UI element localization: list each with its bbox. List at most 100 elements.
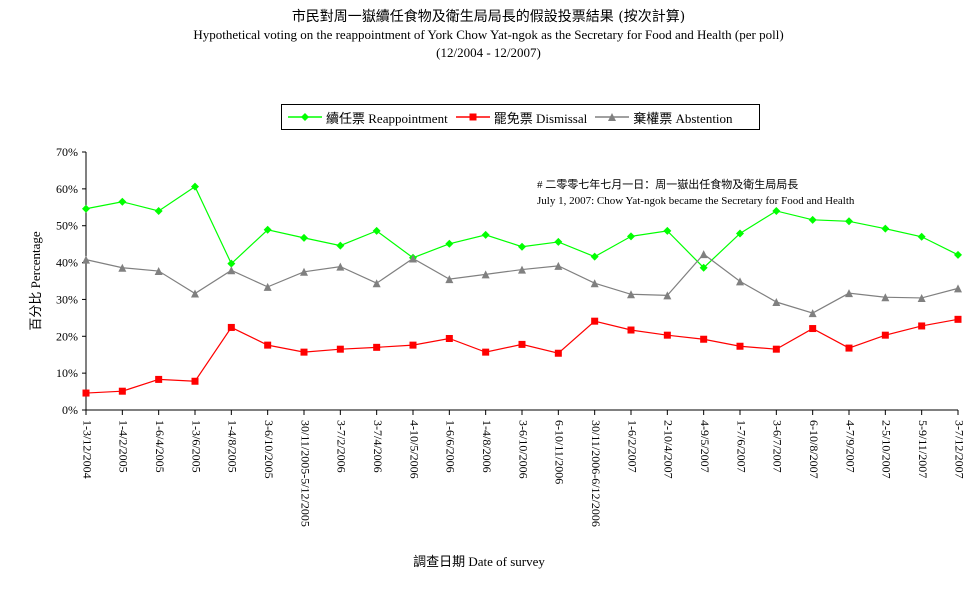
x-tick-label: 2-10/4/2007 [662,420,676,479]
point-0 [590,252,599,261]
point-0 [954,250,962,259]
point-0 [663,226,672,235]
title-chinese: 市民對周一嶽續任食物及衛生局局長的假設投票結果 (按次計算) [291,9,686,25]
point-1 [227,323,235,331]
x-tick-label: 3-7/4/2006 [371,420,385,473]
y-tick-label: 10% [56,366,78,380]
point-0 [154,206,163,215]
point-2 [518,265,526,274]
legend-marker-dismissal [455,113,490,121]
x-tick-label: 3-7/12/2007 [952,420,966,479]
point-2 [372,279,381,288]
point-0 [627,232,635,241]
point-2 [118,263,127,272]
point-0 [445,239,454,248]
point-0 [409,253,417,262]
annotation-line-1: # 二零零七年七月一日：周一嶽出任食物及衛生局局長 [537,177,798,191]
point-0 [518,242,526,251]
y-tick-label: 40% [56,256,78,270]
legend: 續任票 Reappointment 罷免票 Dismissal 棄權票 Abst… [281,104,760,130]
point-2 [336,262,345,271]
point-1 [482,348,490,356]
point-1 [918,322,926,330]
legend-marker-abstention [595,113,630,121]
point-2 [554,261,563,270]
y-tick-label: 30% [56,292,78,306]
point-0 [699,263,708,272]
point-1 [264,341,272,349]
x-tick-label: 5-9/11/2007 [916,420,930,478]
x-tick-label: 4-10/5/2006 [407,420,421,479]
x-tick-label: 2-5/10/2007 [880,420,894,479]
point-1 [627,326,635,334]
point-0 [82,204,90,213]
x-tick-label: 3-6/7/2007 [771,420,785,473]
point-2 [263,282,272,291]
point-2 [917,293,926,302]
y-tick-label: 70% [56,145,78,159]
y-tick-label: 20% [56,329,78,343]
series-line-1 [85,318,959,394]
point-0 [772,206,781,215]
x-tick-label: 3-6/10/2006 [516,420,530,479]
legend-label-abstention: 棄權票 Abstention [633,110,733,126]
point-0 [917,232,926,241]
x-tick-label: 1-4/2/2005 [117,420,131,473]
point-1 [82,389,90,397]
point-2 [772,298,781,307]
point-0 [300,233,308,242]
x-tick-label: 1-6/4/2005 [153,420,167,473]
x-tick-label: 1-4/8/2005 [226,420,240,473]
point-1 [663,331,671,339]
point-2 [227,266,236,275]
x-axis-title: 調查日期 Date of survey [413,554,545,569]
point-1 [881,331,889,339]
title-period: (12/2004 - 12/2007) [436,45,541,60]
point-1 [809,325,817,333]
point-1 [772,345,780,353]
x-tick-label: 1-4/8/2006 [480,420,494,473]
point-1 [409,341,417,349]
point-2 [445,275,454,284]
point-2 [808,309,817,318]
y-axis-title: 百分比 Percentage [28,231,43,331]
x-tick-label: 6-10/11/2006 [553,420,567,484]
point-1 [300,348,308,356]
point-0 [118,197,127,206]
x-tick-label: 30/11/2005-5/12/2005 [298,420,312,527]
point-1 [591,317,599,325]
point-2 [300,267,308,276]
title-english: Hypothetical voting on the reappointment… [193,27,784,42]
legend-marker-reappointment [288,113,322,121]
point-2 [82,255,90,264]
legend-label-reappointment: 續任票 Reappointment [326,110,448,126]
point-1 [373,343,381,351]
point-2 [881,293,890,302]
point-1 [736,342,744,350]
x-tick-label: 1-3/6/2005 [189,420,203,473]
x-tick-label: 6-10/8/2007 [807,420,821,479]
x-tick-label: 30/11/2006-6/12/2006 [589,420,603,527]
chart-titles: 市民對周一嶽續任食物及衛生局局長的假設投票結果 (按次計算) Hypotheti… [0,8,977,62]
point-2 [409,254,417,263]
point-1 [118,387,126,395]
point-1 [191,377,199,385]
point-1 [954,315,962,323]
series-line-0 [85,185,959,269]
point-0 [736,229,744,238]
x-tick-label: 1-6/2/2007 [625,420,639,473]
x-tick-label: 3-6/10/2005 [262,420,276,479]
point-0 [808,215,817,224]
legend-item-dismissal: 罷免票 Dismissal [455,108,587,127]
point-0 [191,182,199,191]
point-0 [554,237,563,246]
legend-item-reappointment: 續任票 Reappointment [288,108,448,127]
x-tick-label: 4-9/5/2007 [698,420,712,473]
point-2 [845,289,853,298]
y-tick-label: 0% [62,403,78,417]
point-2 [736,277,744,286]
point-0 [481,230,490,239]
point-2 [699,250,708,259]
x-tick-label: 1-7/6/2007 [734,420,748,473]
point-1 [155,375,163,383]
